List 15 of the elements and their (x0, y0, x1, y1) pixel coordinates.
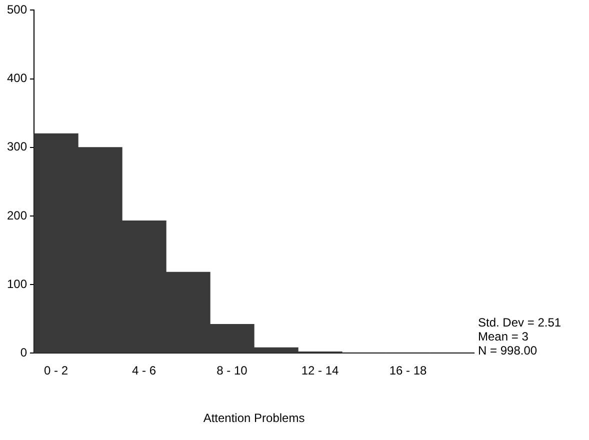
y-tick-label: 500 (6, 2, 28, 17)
y-tick-label: 300 (6, 140, 28, 154)
x-tick-label: 12 - 14 (301, 364, 340, 378)
y-tick-label: 100 (6, 276, 28, 291)
x-tick-label: 0 - 2 (44, 364, 68, 378)
y-tick-label: 400 (6, 71, 28, 86)
y-tick-label: 0 (20, 346, 28, 360)
x-tick-label: 8 - 10 (216, 364, 248, 378)
text: Std. Dev = 2.51 (478, 316, 562, 330)
text: N = 998.00 (478, 344, 538, 358)
x-tick-label: 4 - 6 (132, 364, 156, 378)
x-tick-label: 16 - 18 (389, 364, 428, 378)
y-tick-label: 200 (6, 208, 28, 222)
x-axis-title: Attention Problems (203, 411, 305, 426)
text: Mean = 3 (478, 330, 529, 344)
